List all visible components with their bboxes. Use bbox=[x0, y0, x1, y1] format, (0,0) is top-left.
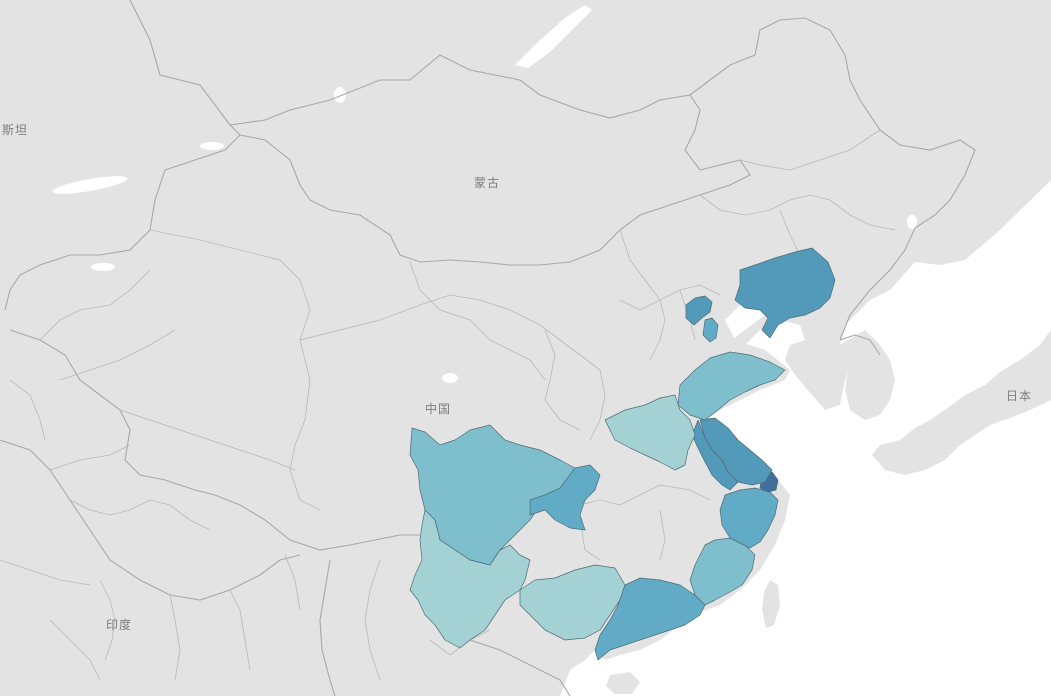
internal-boundaries bbox=[0, 129, 896, 681]
province-layer bbox=[409, 247, 836, 661]
province-beijing[interactable] bbox=[685, 295, 713, 326]
sakhalin bbox=[1000, 0, 1030, 140]
province-zhejiang[interactable] bbox=[719, 487, 779, 549]
japan-landmass bbox=[872, 330, 1051, 475]
border-korea bbox=[839, 334, 881, 356]
border-china-north bbox=[129, 0, 231, 126]
border-vietnam bbox=[469, 639, 571, 696]
province-chongqing[interactable] bbox=[529, 464, 601, 531]
province-henan[interactable] bbox=[604, 394, 696, 471]
border-china-southwest bbox=[9, 329, 420, 551]
lake-small-1 bbox=[200, 142, 224, 150]
lake-small-2 bbox=[334, 87, 346, 103]
korea-peninsula bbox=[840, 330, 895, 420]
province-anhui[interactable] bbox=[691, 419, 739, 491]
border-china-northeast bbox=[689, 17, 976, 341]
lake-balkhash bbox=[52, 176, 128, 194]
province-guangxi[interactable] bbox=[519, 564, 626, 641]
taiwan bbox=[762, 580, 780, 628]
lake-qinghai bbox=[442, 373, 458, 383]
border-southeast-asia bbox=[319, 559, 336, 696]
province-tianjin[interactable] bbox=[702, 317, 719, 343]
province-shandong[interactable] bbox=[677, 351, 786, 421]
border-china-west bbox=[4, 134, 241, 311]
lake-khanka bbox=[907, 215, 917, 229]
lake-baikal bbox=[515, 5, 592, 68]
border-mongolia bbox=[228, 54, 751, 266]
province-guangdong[interactable] bbox=[594, 577, 706, 661]
province-yunnan[interactable] bbox=[409, 509, 531, 649]
lake-issyk bbox=[91, 263, 115, 271]
province-liaoning[interactable] bbox=[734, 247, 836, 339]
hainan bbox=[606, 672, 640, 694]
